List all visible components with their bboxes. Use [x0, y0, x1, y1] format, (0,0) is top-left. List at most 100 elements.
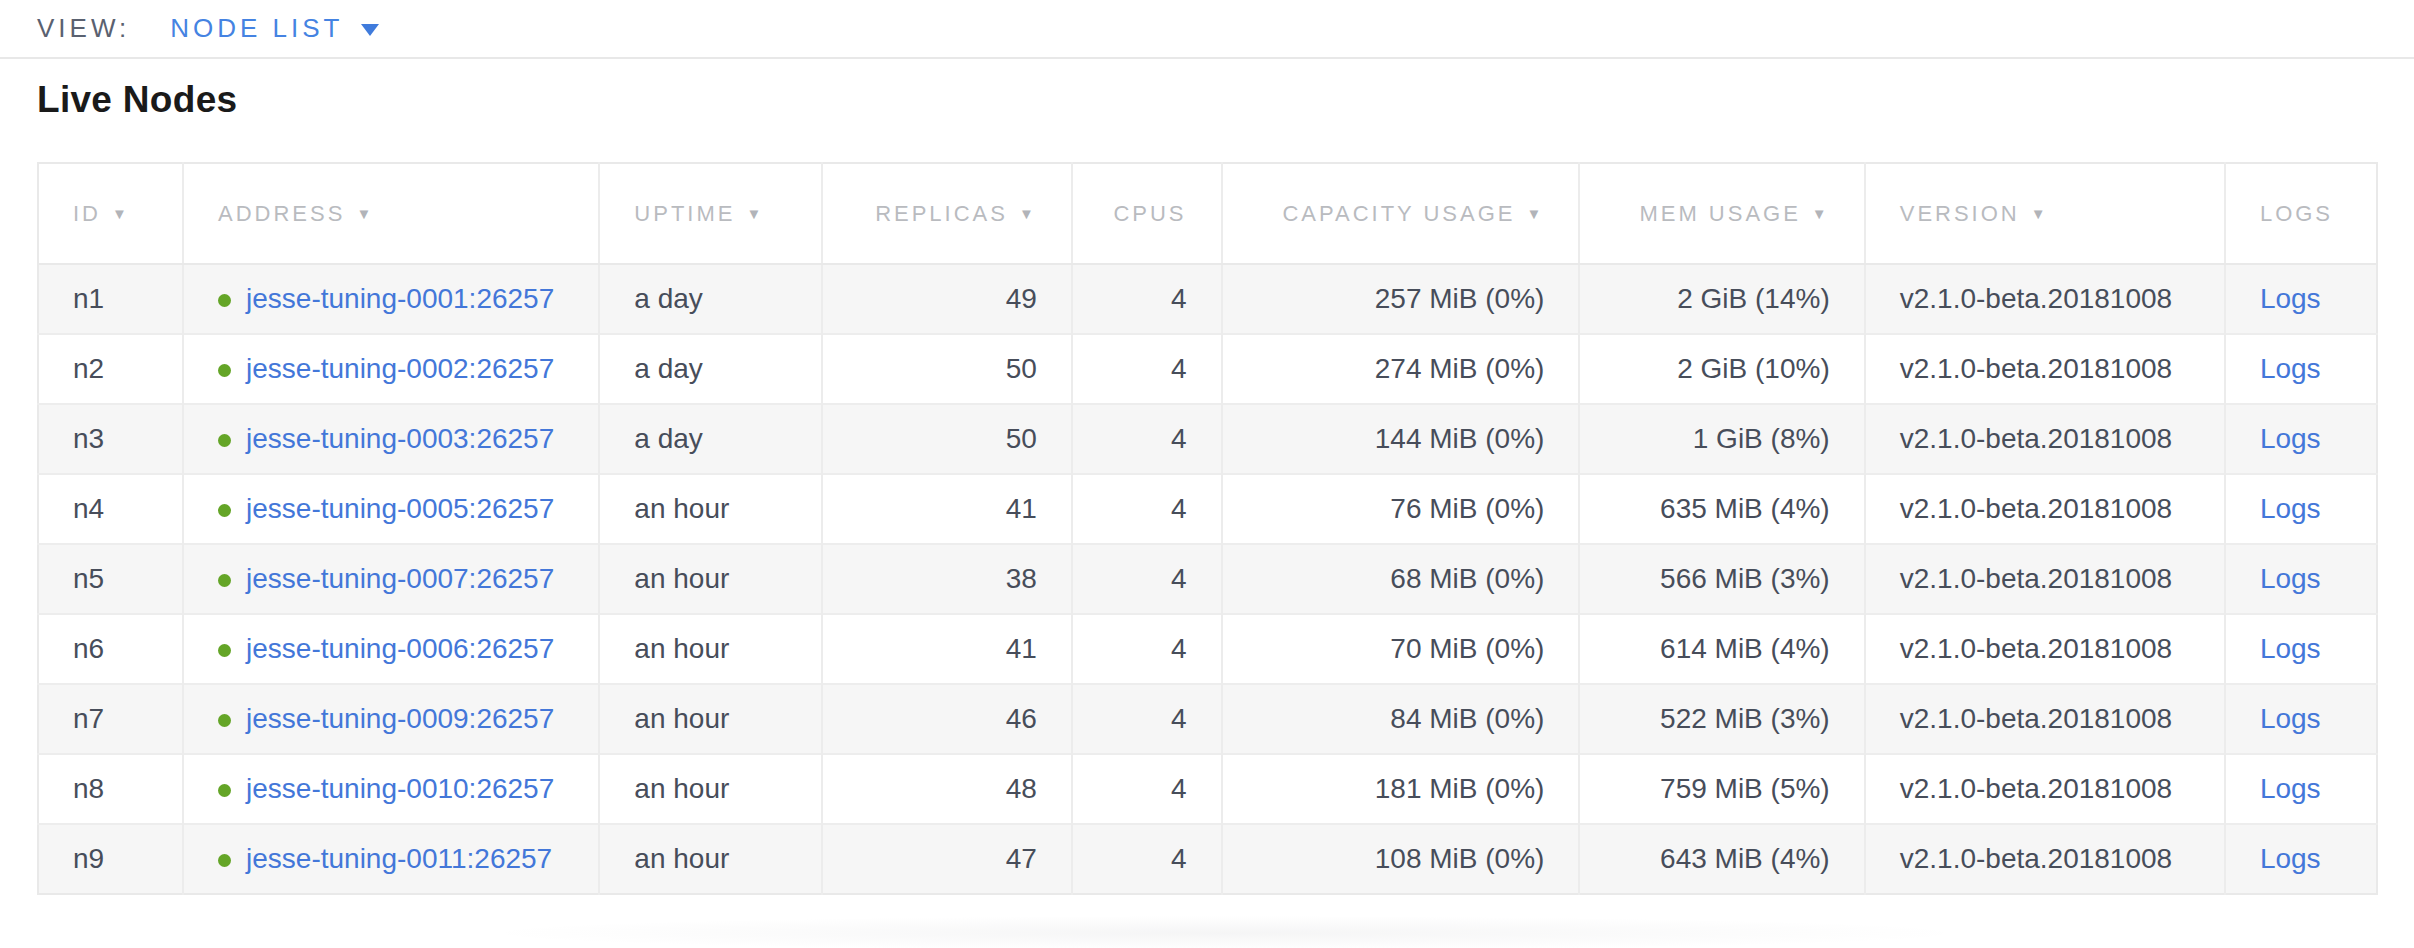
column-label: ADDRESS	[218, 201, 345, 226]
cell-mem: 759 MiB (5%)	[1579, 754, 1864, 824]
cell-address: jesse-tuning-0007:26257	[183, 544, 599, 614]
cell-uptime: an hour	[599, 474, 821, 544]
cell-logs: Logs	[2225, 754, 2377, 824]
cell-id: n4	[38, 474, 183, 544]
table-body: n1jesse-tuning-0001:26257a day494257 MiB…	[38, 264, 2377, 894]
column-header-version[interactable]: VERSION ▼	[1865, 163, 2225, 264]
table-row: n1jesse-tuning-0001:26257a day494257 MiB…	[38, 264, 2377, 334]
cell-capacity: 274 MiB (0%)	[1222, 334, 1580, 404]
bottom-scroll-shadow	[490, 916, 1960, 948]
cell-version: v2.1.0-beta.20181008	[1865, 334, 2225, 404]
cell-uptime: an hour	[599, 824, 821, 894]
node-logs-link[interactable]: Logs	[2260, 423, 2321, 454]
node-live-dot-icon	[218, 644, 231, 657]
column-header-mem[interactable]: MEM USAGE▼	[1579, 163, 1864, 264]
node-logs-link[interactable]: Logs	[2260, 773, 2321, 804]
node-live-dot-icon	[218, 714, 231, 727]
cell-replicas: 41	[822, 474, 1072, 544]
column-header-id[interactable]: ID▼	[38, 163, 183, 264]
cell-mem: 635 MiB (4%)	[1579, 474, 1864, 544]
live-nodes-table-container: ID▼ ADDRESS ▼ UPTIME ▼ REPLICAS ▼ CPUSCAPACITY …	[37, 162, 2378, 895]
column-header-capacity[interactable]: CAPACITY USAGE▼	[1222, 163, 1580, 264]
cell-replicas: 49	[822, 264, 1072, 334]
table-row: n5jesse-tuning-0007:26257an hour38468 Mi…	[38, 544, 2377, 614]
sort-desc-icon[interactable]: ▼	[1019, 205, 1037, 222]
column-label: UPTIME	[634, 201, 735, 226]
cell-capacity: 84 MiB (0%)	[1222, 684, 1580, 754]
node-logs-link[interactable]: Logs	[2260, 563, 2321, 594]
cell-id: n2	[38, 334, 183, 404]
node-logs-link[interactable]: Logs	[2260, 283, 2321, 314]
cell-logs: Logs	[2225, 334, 2377, 404]
cell-capacity: 70 MiB (0%)	[1222, 614, 1580, 684]
cell-replicas: 41	[822, 614, 1072, 684]
sort-desc-icon[interactable]: ▼	[746, 205, 764, 222]
column-header-replicas[interactable]: REPLICAS ▼	[822, 163, 1072, 264]
cell-capacity: 108 MiB (0%)	[1222, 824, 1580, 894]
node-address-link[interactable]: jesse-tuning-0003:26257	[246, 423, 554, 454]
node-logs-link[interactable]: Logs	[2260, 493, 2321, 524]
node-address-link[interactable]: jesse-tuning-0007:26257	[246, 563, 554, 594]
cell-uptime: a day	[599, 334, 821, 404]
cell-address: jesse-tuning-0002:26257	[183, 334, 599, 404]
node-address-link[interactable]: jesse-tuning-0011:26257	[246, 843, 552, 874]
cell-mem: 566 MiB (3%)	[1579, 544, 1864, 614]
node-live-dot-icon	[218, 504, 231, 517]
cell-id: n8	[38, 754, 183, 824]
node-address-link[interactable]: jesse-tuning-0006:26257	[246, 633, 554, 664]
cell-address: jesse-tuning-0005:26257	[183, 474, 599, 544]
cell-version: v2.1.0-beta.20181008	[1865, 264, 2225, 334]
view-dropdown[interactable]: NODE LIST	[170, 13, 379, 44]
cell-cpus: 4	[1072, 754, 1222, 824]
cell-capacity: 68 MiB (0%)	[1222, 544, 1580, 614]
cell-version: v2.1.0-beta.20181008	[1865, 684, 2225, 754]
cell-replicas: 48	[822, 754, 1072, 824]
node-logs-link[interactable]: Logs	[2260, 843, 2321, 874]
node-address-link[interactable]: jesse-tuning-0001:26257	[246, 283, 554, 314]
cell-uptime: an hour	[599, 754, 821, 824]
cell-cpus: 4	[1072, 334, 1222, 404]
sort-desc-icon[interactable]: ▼	[1527, 205, 1545, 222]
cell-version: v2.1.0-beta.20181008	[1865, 404, 2225, 474]
node-live-dot-icon	[218, 784, 231, 797]
sort-desc-icon[interactable]: ▼	[2031, 205, 2049, 222]
node-logs-link[interactable]: Logs	[2260, 703, 2321, 734]
cell-uptime: an hour	[599, 614, 821, 684]
cell-address: jesse-tuning-0009:26257	[183, 684, 599, 754]
node-address-link[interactable]: jesse-tuning-0010:26257	[246, 773, 554, 804]
cell-cpus: 4	[1072, 684, 1222, 754]
node-address-link[interactable]: jesse-tuning-0005:26257	[246, 493, 554, 524]
column-label: VERSION	[1900, 201, 2020, 226]
cell-capacity: 181 MiB (0%)	[1222, 754, 1580, 824]
cell-address: jesse-tuning-0011:26257	[183, 824, 599, 894]
cell-cpus: 4	[1072, 824, 1222, 894]
cell-uptime: a day	[599, 404, 821, 474]
sort-desc-icon[interactable]: ▼	[112, 205, 130, 222]
sort-desc-icon[interactable]: ▼	[356, 205, 374, 222]
cell-version: v2.1.0-beta.20181008	[1865, 544, 2225, 614]
column-label: REPLICAS	[875, 201, 1008, 226]
cell-replicas: 47	[822, 824, 1072, 894]
cell-logs: Logs	[2225, 824, 2377, 894]
column-header-address[interactable]: ADDRESS ▼	[183, 163, 599, 264]
node-logs-link[interactable]: Logs	[2260, 353, 2321, 384]
node-address-link[interactable]: jesse-tuning-0009:26257	[246, 703, 554, 734]
cell-address: jesse-tuning-0003:26257	[183, 404, 599, 474]
node-live-dot-icon	[218, 364, 231, 377]
cell-address: jesse-tuning-0010:26257	[183, 754, 599, 824]
cell-version: v2.1.0-beta.20181008	[1865, 474, 2225, 544]
table-row: n6jesse-tuning-0006:26257an hour41470 Mi…	[38, 614, 2377, 684]
cell-mem: 2 GiB (14%)	[1579, 264, 1864, 334]
node-address-link[interactable]: jesse-tuning-0002:26257	[246, 353, 554, 384]
cell-id: n3	[38, 404, 183, 474]
sort-desc-icon[interactable]: ▼	[1812, 205, 1830, 222]
live-nodes-table: ID▼ ADDRESS ▼ UPTIME ▼ REPLICAS ▼ CPUSCAPACITY …	[37, 162, 2378, 895]
column-header-uptime[interactable]: UPTIME ▼	[599, 163, 821, 264]
column-label: LOGS	[2260, 201, 2333, 226]
node-logs-link[interactable]: Logs	[2260, 633, 2321, 664]
node-live-dot-icon	[218, 434, 231, 447]
column-header-cpus: CPUS	[1072, 163, 1222, 264]
cell-version: v2.1.0-beta.20181008	[1865, 824, 2225, 894]
cell-cpus: 4	[1072, 544, 1222, 614]
cell-id: n7	[38, 684, 183, 754]
